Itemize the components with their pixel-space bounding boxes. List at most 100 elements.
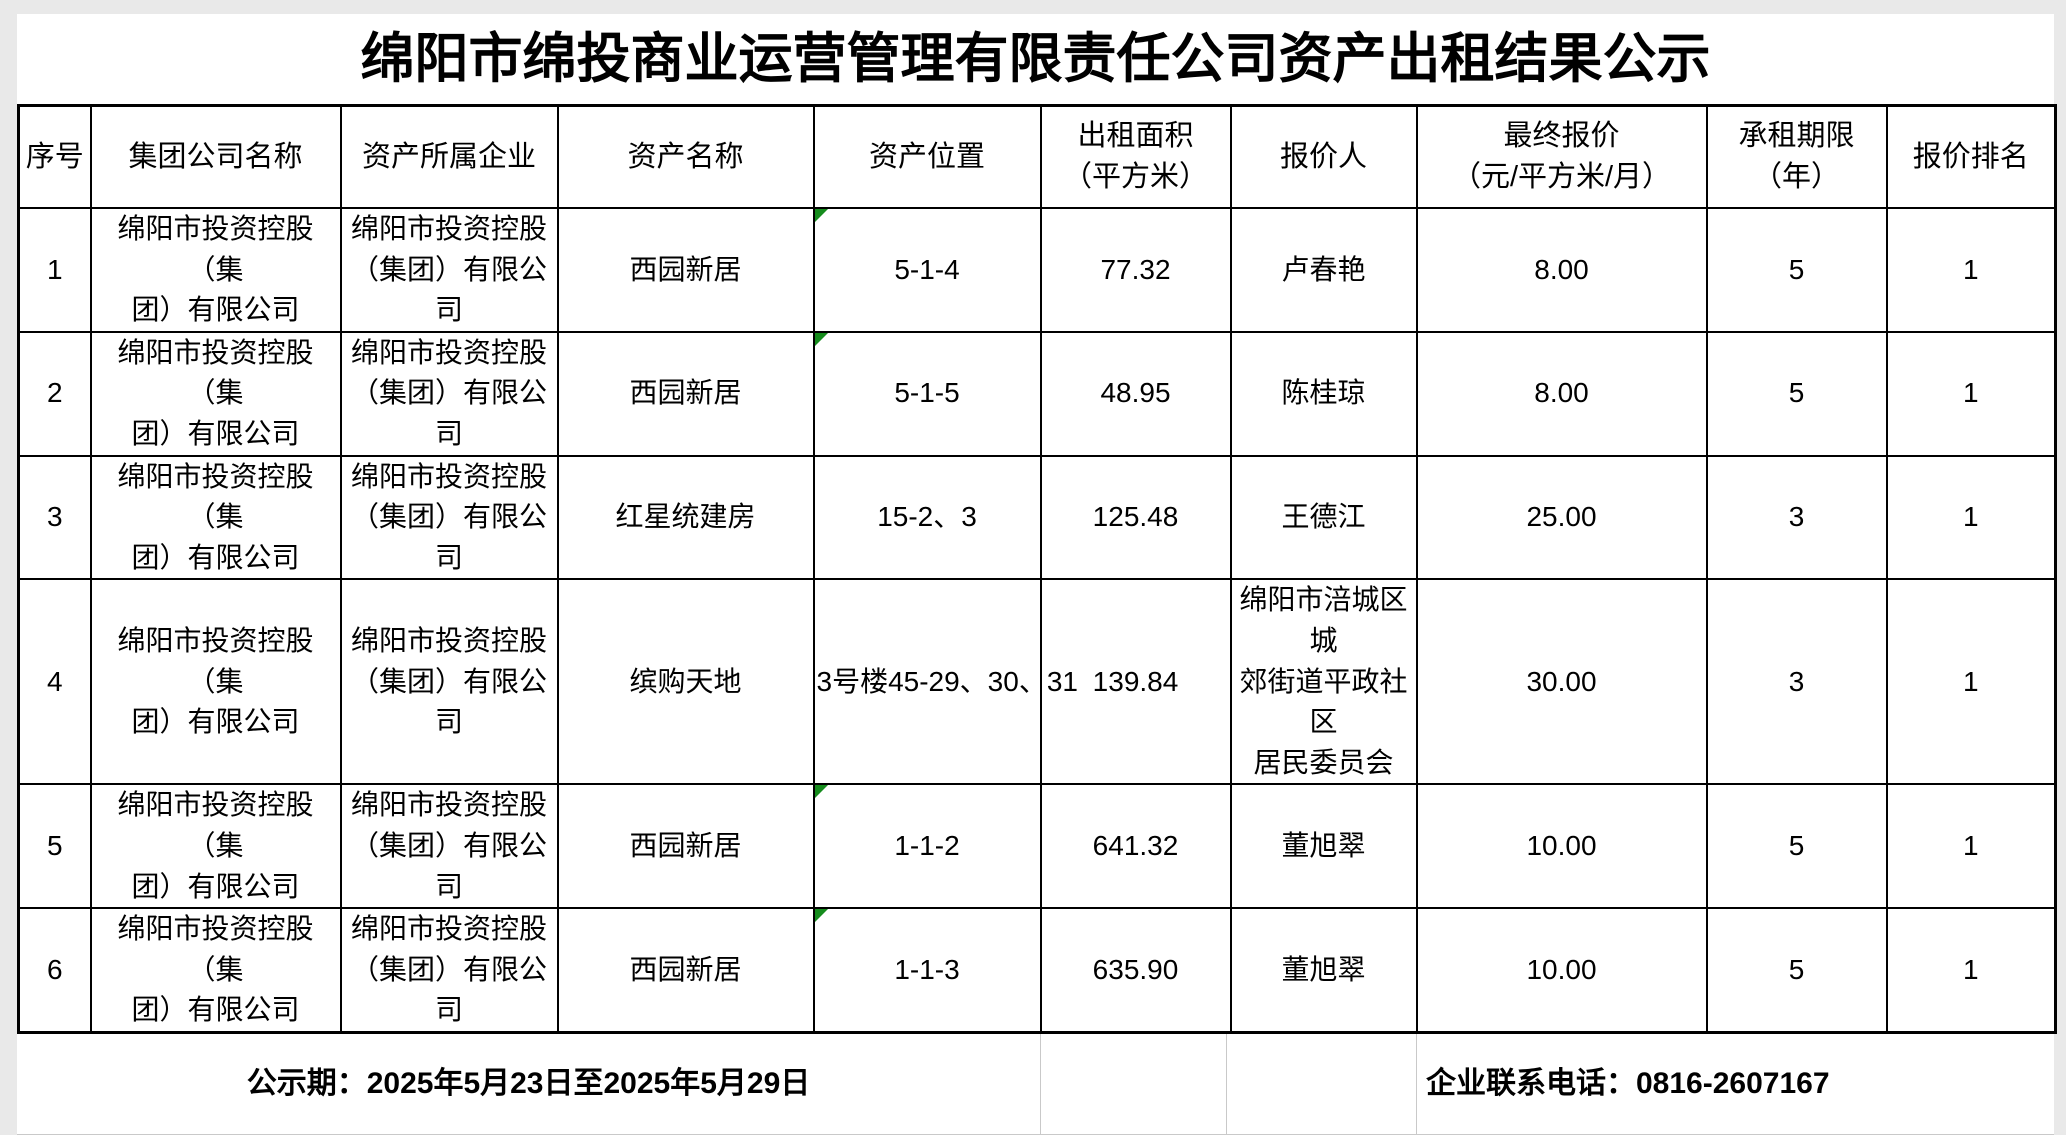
column-header-final-price: 最终报价 （元/平方米/月） xyxy=(1415,104,1708,209)
cell-text: 1 xyxy=(1962,665,1979,697)
cell-text: 10.00 xyxy=(1526,829,1597,861)
cell-text: 15-2、3 xyxy=(877,501,977,533)
cell-text: 25.00 xyxy=(1526,501,1597,533)
column-header-lease-term: 承租期限 （年） xyxy=(1705,104,1888,209)
table-row: 6 绵阳市投资控股（集 团）有限公司 绵阳市投资控股 （集团）有限公司 西园新居 1-1… xyxy=(17,907,2057,1034)
cell-text: 8.00 xyxy=(1534,377,1589,409)
publicity-period-text: 公示期：2025年5月23日至2025年5月29日 xyxy=(246,1066,811,1100)
cell-text: 绵阳市投资控股 （集团）有限公司 xyxy=(350,913,547,1026)
table-row: 1 绵阳市投资控股（集 团）有限公司 绵阳市投资控股 （集团）有限公司 西园新居 5-1… xyxy=(17,207,2057,333)
cell-text: 30.00 xyxy=(1526,665,1597,697)
cell-text: 卢春艳 xyxy=(1281,253,1366,285)
cell-bidder: 陈桂琼 xyxy=(1229,330,1418,457)
cell-text: 绵阳市投资控股 （集团）有限公司 xyxy=(350,336,547,449)
cell-asset-name: 西园新居 xyxy=(556,783,815,910)
cell-text: 董旭翠 xyxy=(1281,829,1366,861)
footer-row: 公示期：2025年5月23日至2025年5月29日 企业联系电话：0816-26… xyxy=(17,1033,2054,1135)
cell-text: 4 xyxy=(46,665,63,697)
cell-text: 5 xyxy=(1788,253,1805,285)
cell-text: 5 xyxy=(1788,953,1805,985)
cell-area: 635.90 xyxy=(1039,907,1232,1034)
cell-group-company: 绵阳市投资控股（集 团）有限公司 xyxy=(89,454,342,581)
table-header-row: 序号 集团公司名称 资产所属企业 资产名称 资产位置 出租面积 （平方米） 报价人 最终报价 … xyxy=(17,104,2057,209)
cell-text: 绵阳市投资控股（集 团）有限公司 xyxy=(117,213,314,326)
cell-text: 1 xyxy=(1962,829,1979,861)
table-row: 2 绵阳市投资控股（集 团）有限公司 绵阳市投资控股 （集团）有限公司 西园新居 5-1… xyxy=(17,330,2057,457)
cell-text: 641.32 xyxy=(1092,829,1179,861)
cell-owner-enterprise: 绵阳市投资控股 （集团）有限公司 xyxy=(339,578,559,786)
cell-area: 125.48 xyxy=(1039,454,1232,581)
contact-phone-text: 企业联系电话：0816-2607167 xyxy=(1426,1066,1830,1100)
stored-as-text-flag-icon xyxy=(814,209,828,222)
cell-group-company: 绵阳市投资控股（集 团）有限公司 xyxy=(89,907,342,1034)
cell-bidder: 王德江 xyxy=(1229,454,1418,581)
cell-seq: 6 xyxy=(17,907,92,1034)
cell-text: 10.00 xyxy=(1526,953,1597,985)
stored-as-text-flag-icon xyxy=(814,909,828,923)
cell-seq: 4 xyxy=(17,578,92,786)
cell-text: 1-1-2 xyxy=(894,829,960,861)
stored-as-text-flag-icon xyxy=(814,785,828,799)
cell-text: 5-1-4 xyxy=(894,253,960,285)
cell-text: 5-1-5 xyxy=(894,377,960,409)
cell-text: 绵阳市投资控股（集 团）有限公司 xyxy=(117,789,314,902)
cell-rank: 1 xyxy=(1885,454,2057,581)
cell-lease-term: 5 xyxy=(1705,207,1888,333)
cell-area: 77.32 xyxy=(1039,207,1232,333)
cell-asset-name: 西园新居 xyxy=(556,207,815,333)
cell-text: 董旭翠 xyxy=(1281,953,1366,985)
cell-text: 绵阳市投资控股（集 团）有限公司 xyxy=(117,336,314,449)
cell-text: 48.95 xyxy=(1100,377,1171,409)
column-header-seq: 序号 xyxy=(17,104,92,209)
cell-text: 绵阳市投资控股 （集团）有限公司 xyxy=(350,624,547,738)
cell-group-company: 绵阳市投资控股（集 团）有限公司 xyxy=(89,578,342,786)
cell-asset-name: 缤购天地 xyxy=(556,578,815,786)
column-header-asset-name: 资产名称 xyxy=(556,104,815,209)
cell-area: 48.95 xyxy=(1039,330,1232,457)
cell-seq: 1 xyxy=(17,207,92,333)
cell-text: 3 xyxy=(1788,501,1805,533)
cell-text: 125.48 xyxy=(1092,501,1179,533)
cell-lease-term: 3 xyxy=(1705,454,1888,581)
cell-text: 139.84 xyxy=(1092,665,1179,697)
stored-as-text-flag-icon xyxy=(814,332,828,346)
cell-text: 1 xyxy=(46,253,63,285)
cell-final-price: 30.00 xyxy=(1415,578,1708,786)
cell-group-company: 绵阳市投资控股（集 团）有限公司 xyxy=(89,207,342,333)
cell-text: 3 xyxy=(1788,665,1805,697)
cell-text: 陈桂琼 xyxy=(1281,377,1366,409)
cell-asset-location: 5-1-5 xyxy=(812,330,1042,457)
cell-seq: 5 xyxy=(17,783,92,910)
column-header-bidder: 报价人 xyxy=(1229,104,1418,209)
cell-final-price: 8.00 xyxy=(1415,330,1708,457)
cell-text: 3号楼45-29、30、31 xyxy=(816,665,1078,697)
cell-owner-enterprise: 绵阳市投资控股 （集团）有限公司 xyxy=(339,330,559,457)
cell-text: 西园新居 xyxy=(629,829,742,861)
cell-text: 2 xyxy=(46,377,63,409)
cell-text: 1 xyxy=(1962,377,1979,409)
cell-asset-location: 1-1-2 xyxy=(812,783,1042,910)
cell-lease-term: 5 xyxy=(1705,330,1888,457)
column-header-area: 出租面积 （平方米） xyxy=(1039,104,1232,209)
cell-text: 绵阳市投资控股 （集团）有限公司 xyxy=(350,213,547,326)
cell-lease-term: 5 xyxy=(1705,783,1888,910)
cell-text: 77.32 xyxy=(1100,253,1171,285)
cell-owner-enterprise: 绵阳市投资控股 （集团）有限公司 xyxy=(339,454,559,581)
page-title: 绵阳市绵投商业运营管理有限责任公司资产出租结果公示 xyxy=(360,29,1711,89)
cell-group-company: 绵阳市投资控股（集 团）有限公司 xyxy=(89,783,342,910)
cell-text: 1 xyxy=(1962,501,1979,533)
cell-rank: 1 xyxy=(1885,783,2057,910)
cell-text: 西园新居 xyxy=(629,377,742,409)
cell-text: 西园新居 xyxy=(629,253,742,285)
cell-text: 王德江 xyxy=(1281,501,1366,533)
rental-results-table: 序号 集团公司名称 资产所属企业 资产名称 资产位置 出租面积 （平方米） 报价人 最终报价 … xyxy=(17,104,2057,1034)
cell-asset-name: 红星统建房 xyxy=(556,454,815,581)
cell-text: 5 xyxy=(1788,377,1805,409)
cell-text: 635.90 xyxy=(1092,953,1179,985)
spreadsheet-area: 绵阳市绵投商业运营管理有限责任公司资产出租结果公示 序号 集团公司名称 资产所属企业… xyxy=(17,14,2057,1135)
column-header-rank: 报价排名 xyxy=(1885,104,2057,209)
cell-text: 6 xyxy=(46,953,63,985)
cell-group-company: 绵阳市投资控股（集 团）有限公司 xyxy=(89,330,342,457)
cell-bidder: 董旭翠 xyxy=(1229,783,1418,910)
column-header-group-company: 集团公司名称 xyxy=(89,104,342,209)
